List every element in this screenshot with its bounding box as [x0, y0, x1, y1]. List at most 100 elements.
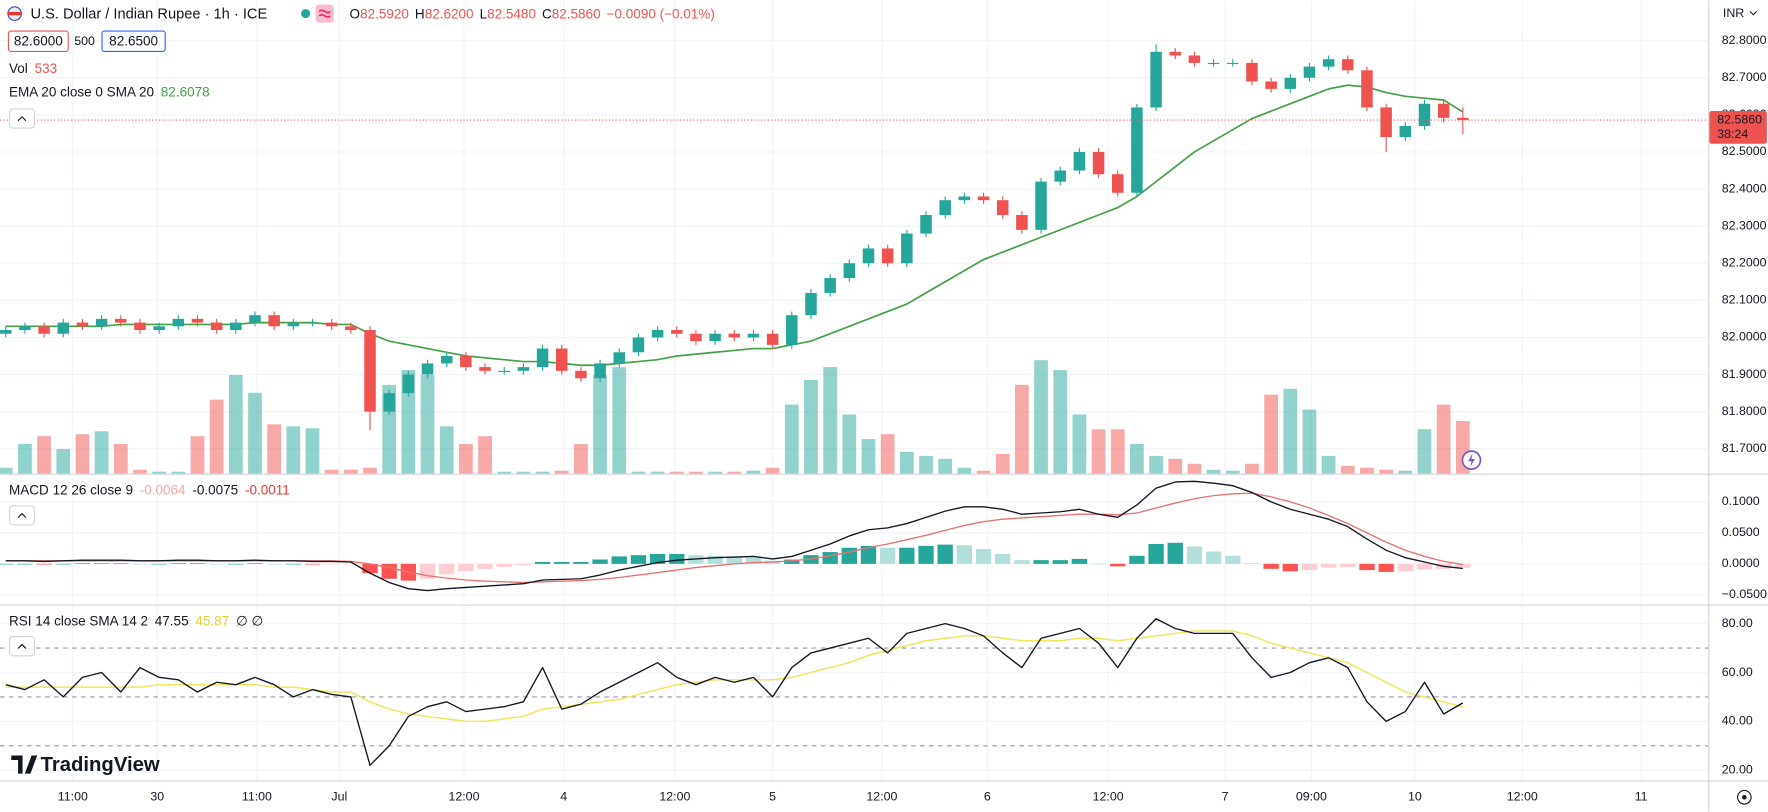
candle-body — [1380, 107, 1392, 138]
grid — [0, 0, 1709, 781]
y-tick-label: 60.00 — [1722, 665, 1753, 679]
alert-bolt — [1468, 453, 1475, 467]
candle-body — [0, 330, 12, 334]
volume-bar — [842, 414, 857, 474]
histogram-bar — [362, 563, 378, 574]
buy-button[interactable] — [101, 30, 166, 52]
volume-bar — [267, 424, 282, 474]
volume-legend: Vol 533 — [9, 60, 57, 75]
histogram-bar — [630, 555, 647, 564]
candle-body — [843, 263, 856, 279]
ohlc-key: H — [415, 6, 425, 21]
volume-bar — [1072, 414, 1087, 474]
candle-body — [268, 315, 280, 327]
histogram-bar — [995, 553, 1011, 564]
histogram-bar — [228, 563, 244, 565]
x-tick-label: 11 — [1635, 790, 1648, 804]
y-tick-label: 80.00 — [1722, 616, 1753, 630]
signal-value: -0.0011 — [245, 482, 290, 497]
chevron — [17, 512, 27, 519]
histogram-bar — [477, 563, 493, 569]
histogram-bar — [554, 562, 570, 564]
volume-bar — [976, 470, 991, 474]
volume-bar — [363, 467, 377, 474]
candle-body — [460, 355, 472, 368]
collapse-button[interactable] — [9, 108, 35, 129]
x-tick-label: 11:00 — [58, 790, 88, 804]
candle-body — [881, 248, 894, 264]
histogram-bar — [132, 563, 148, 565]
histogram-bar — [1416, 563, 1433, 570]
volume-bar — [171, 471, 186, 474]
volume-bar — [439, 426, 454, 474]
candle-body — [594, 363, 606, 379]
symbol-title[interactable]: U.S. Dollar / Indian Rupee · 1h · ICE — [30, 7, 267, 23]
candle-body — [555, 348, 568, 371]
change: −0.0090 (−0.01%) — [607, 6, 715, 21]
volume-bar — [880, 434, 895, 474]
histogram-bar — [1014, 560, 1030, 564]
collapse-button[interactable] — [9, 636, 35, 657]
candle-body — [671, 330, 683, 334]
bid-price: 82.6000 — [14, 33, 63, 48]
histogram-bar — [458, 563, 474, 572]
candle-body — [230, 322, 242, 331]
histogram-bar — [937, 544, 953, 564]
volume-bar — [784, 404, 799, 474]
candle-body — [95, 318, 108, 327]
histogram-bar — [170, 563, 186, 564]
volume-bar — [1110, 429, 1125, 474]
volume-bar — [1149, 455, 1163, 474]
axes: 81.7000 81.8000 81.9000 82.0000 82.1000 82.20… — [58, 33, 1767, 804]
histogram-bar — [189, 563, 206, 564]
y-tick-label: −0.0500 — [1722, 587, 1767, 601]
histogram-bar — [649, 553, 666, 564]
histogram-bar — [1129, 555, 1145, 564]
volume-bar — [1053, 370, 1068, 474]
y-tick-label: 82.4000 — [1722, 181, 1767, 195]
ema-legend: EMA 20 close 0 SMA 20 82.6078 — [9, 84, 210, 99]
collapse-button[interactable] — [9, 505, 35, 526]
volume-bar — [650, 471, 665, 474]
volume-bar — [899, 451, 914, 474]
currency-select[interactable]: INR — [1723, 6, 1744, 20]
volume-bar — [478, 436, 492, 474]
volume-bar — [689, 471, 703, 474]
histogram-bar — [899, 547, 915, 564]
histogram-bar — [17, 563, 33, 565]
candle-body — [306, 322, 319, 324]
histogram-bar — [496, 563, 512, 567]
candle-body — [76, 322, 89, 327]
candle-body — [364, 330, 376, 412]
candle-body — [345, 326, 357, 331]
rsi-value: 47.55 — [155, 613, 189, 628]
histogram-bar — [324, 563, 340, 565]
candle-body — [153, 326, 165, 331]
delayed-badge[interactable] — [315, 4, 334, 23]
candle-body — [1054, 170, 1066, 182]
volume-bar — [669, 471, 684, 474]
histogram-bar — [1397, 563, 1413, 572]
volume-bar — [804, 379, 818, 474]
countdown: 38:24 — [1717, 127, 1748, 141]
macd-line — [5, 480, 1463, 592]
sell-button[interactable] — [7, 30, 69, 52]
settings-icon[interactable] — [1736, 789, 1752, 805]
volume-bar — [554, 470, 569, 474]
candle-body — [1342, 59, 1354, 71]
rsi-title: RSI 14 close SMA 14 2 — [9, 613, 148, 628]
macd-legend: MACD 12 26 close 9 -0.0064 -0.0075 -0.0011 — [9, 482, 290, 497]
market-status[interactable] — [301, 9, 311, 19]
histogram-bar — [707, 555, 723, 564]
histogram-bar — [381, 563, 397, 579]
y-tick-label: 40.00 — [1722, 714, 1753, 728]
chevron — [17, 643, 27, 649]
logo[interactable]: TradingView — [41, 754, 160, 776]
histogram-bar — [1282, 563, 1298, 572]
histogram-bar — [93, 563, 110, 564]
ohlc-value: 82.5860 — [552, 6, 601, 21]
histogram-bar — [343, 563, 359, 565]
x-tick-label: 12:00 — [1507, 790, 1538, 804]
ohlc-key: C — [542, 6, 552, 21]
